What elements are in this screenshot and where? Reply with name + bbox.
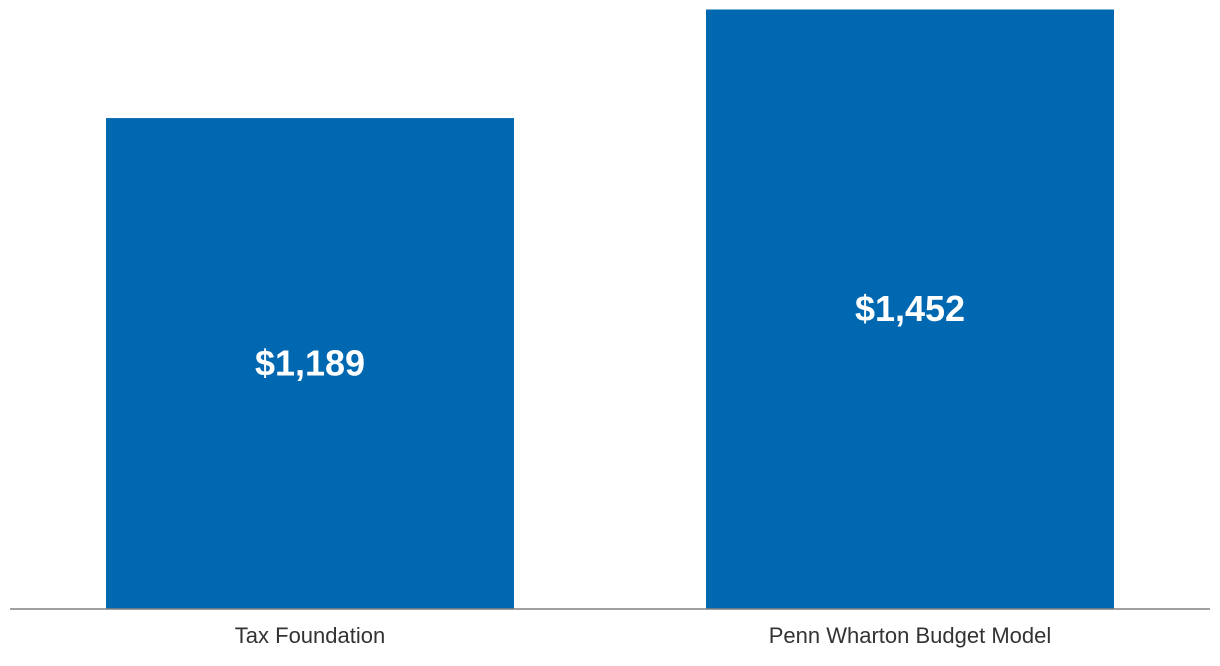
- x-tick-label-1: Penn Wharton Budget Model: [769, 623, 1052, 648]
- x-tick-label-0: Tax Foundation: [235, 623, 385, 648]
- bars-group: $1,189 $1,452: [106, 9, 1114, 609]
- bar-value-label-1: $1,452: [855, 288, 965, 329]
- bar-value-label-0: $1,189: [255, 343, 365, 384]
- bar-1: [706, 9, 1114, 609]
- tick-labels-group: Tax Foundation Penn Wharton Budget Model: [235, 623, 1051, 648]
- bar-0: [106, 118, 514, 609]
